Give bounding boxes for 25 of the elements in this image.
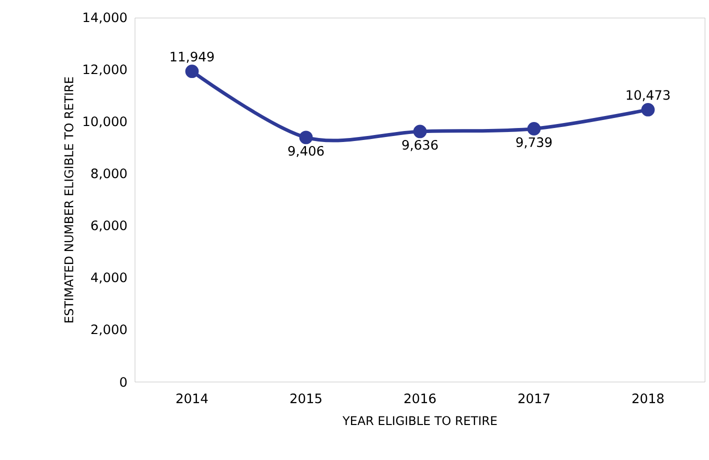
x-axis-title: YEAR ELIGIBLE TO RETIRE [342, 416, 497, 426]
y-tick-label: 6,000 [91, 220, 127, 232]
y-axis-title: ESTIMATED NUMBER ELIGIBLE TO RETIRE [64, 77, 74, 322]
y-tick-label: 14,000 [84, 12, 127, 24]
y-tick-label: 2,000 [91, 324, 127, 336]
y-tick-label: 0 [120, 377, 127, 387]
y-tick-label: 4,000 [91, 272, 127, 284]
y-tick-label: 12,000 [84, 64, 127, 76]
point [527, 122, 541, 136]
point [299, 130, 313, 144]
y-tick-label: 10,000 [84, 116, 127, 128]
x-tick-label: 2016 [404, 393, 436, 404]
data-label: 11,949 [170, 52, 214, 63]
data-label: 10,473 [626, 90, 670, 102]
x-tick-label: 2017 [518, 393, 550, 404]
point [413, 124, 427, 138]
x-tick-label: 2018 [632, 393, 664, 404]
data-label: 9,636 [402, 140, 438, 152]
x-tick-label: 2015 [290, 393, 322, 404]
x-tick-label: 2014 [176, 393, 208, 404]
point [185, 64, 199, 78]
data-label: 9,406 [288, 146, 324, 158]
point [641, 102, 655, 116]
y-tick-label: 8,000 [91, 168, 127, 180]
data-label: 9,739 [516, 137, 552, 148]
